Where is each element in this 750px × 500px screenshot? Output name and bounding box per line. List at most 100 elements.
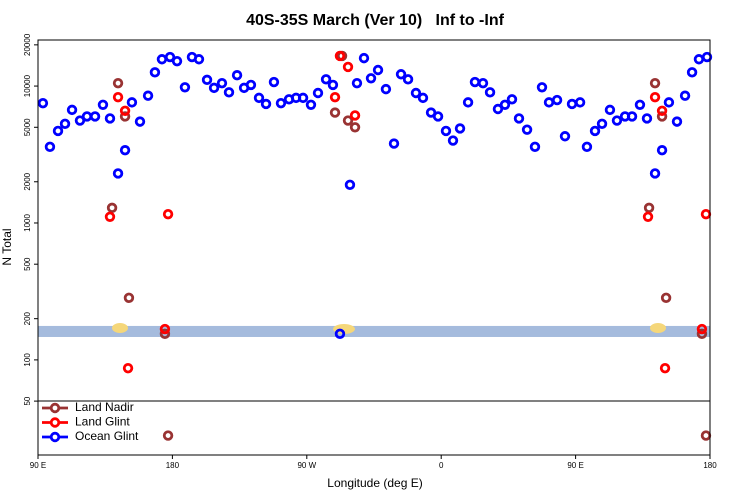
point [611,115,623,126]
y-axis-label: N Total [0,228,14,265]
point [260,98,272,110]
point [660,292,672,304]
x-tick-label: 90 W [297,461,316,470]
point [59,118,71,130]
y-tick-label: 5000 [23,118,32,136]
plot-area: 50 100 200 500 1000 2000 5000 10000 20000 90 E 180… [23,33,717,470]
point [305,99,317,110]
point [521,124,533,135]
point [499,99,511,110]
y-tick-label: 100 [23,353,32,367]
point [104,113,116,124]
point [208,82,220,94]
point [380,83,392,95]
point [134,116,146,127]
point [649,168,661,179]
y-tick-label: 1000 [23,214,32,232]
point [119,105,131,116]
point [162,430,174,441]
point [700,208,712,220]
point [589,125,601,137]
legend-marker [49,402,61,414]
point [454,123,466,134]
point [275,97,287,109]
x-tick-label: 0 [439,461,444,470]
point [119,111,131,122]
legend-label: Land Nadir [75,400,134,414]
point [74,115,86,126]
y-tick-label: 50 [23,396,32,405]
point [447,135,459,146]
x-tick-label: 90 E [30,461,46,470]
x-tick-label: 180 [166,461,180,470]
point [358,52,370,64]
point [329,91,341,103]
point [89,111,101,122]
point [656,111,668,122]
point [159,328,171,340]
point [179,82,191,93]
point [432,111,444,122]
point [312,87,324,99]
highlight [112,323,128,333]
plot-frame [37,39,711,456]
point [395,69,407,80]
point [649,77,661,89]
point [334,50,346,62]
point [410,87,422,99]
point [469,76,481,88]
point [492,103,504,115]
point [106,202,118,214]
legend-marker [49,431,61,443]
y-tick-label: 2000 [23,172,32,190]
point [119,145,131,156]
point [112,91,124,103]
x-axis-label: Longitude (deg E) [327,476,422,490]
legend-label: Land Glint [75,415,130,429]
point [216,77,228,89]
point [126,97,138,108]
point [372,64,384,76]
point [149,67,161,78]
point [529,141,541,153]
point [686,67,698,78]
point [44,141,56,153]
point [268,76,280,88]
point [52,125,64,137]
point [329,107,341,118]
point [159,323,171,335]
point [543,97,555,108]
point [223,87,235,98]
point [656,145,668,156]
point [513,113,525,124]
point [581,141,593,153]
x-tick-label: 90 E [567,461,583,470]
point [634,99,646,110]
point [122,362,134,374]
point [693,54,705,65]
point [700,430,712,441]
point [679,90,691,101]
point [671,116,683,127]
point [643,202,655,214]
point [253,92,265,104]
marks [37,50,713,441]
point [477,77,489,89]
legend-label: Ocean Glint [75,429,139,443]
point [656,105,668,116]
point [171,55,183,67]
point [402,74,414,85]
y-tick-label: 10000 [23,74,32,97]
point [696,328,708,340]
point [351,77,363,89]
point [245,79,257,91]
point [201,74,213,86]
point [642,211,654,222]
point [342,115,354,126]
point [574,97,586,108]
legend-marker [49,417,61,428]
point [484,87,496,98]
point [123,292,135,304]
